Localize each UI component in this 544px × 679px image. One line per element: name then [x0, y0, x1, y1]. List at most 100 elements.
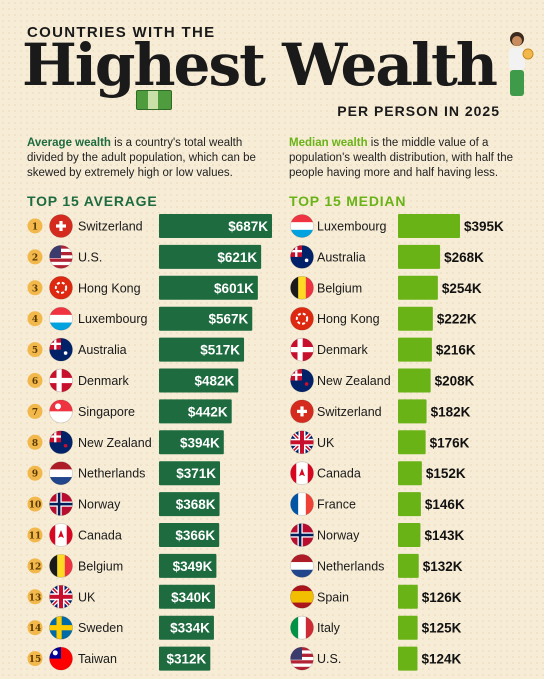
country-label: Sweden	[78, 621, 123, 635]
bar	[398, 244, 441, 269]
bar	[398, 523, 421, 547]
bar	[159, 615, 214, 640]
bar	[159, 337, 245, 362]
median-row-italy: Italy $125K	[290, 615, 462, 640]
rank-badge	[27, 311, 43, 327]
rank-badge	[27, 434, 43, 450]
rank-number: 11	[29, 532, 42, 542]
rank-badge	[27, 651, 43, 667]
country-label: UK	[317, 436, 335, 450]
average-term: Average wealth	[27, 137, 111, 149]
average-row-uk: 13 UK $340K	[27, 584, 215, 609]
luxembourg-flag-icon	[290, 214, 314, 238]
canada-flag-icon	[49, 523, 73, 547]
country-label: Norway	[317, 529, 360, 543]
rank-number: 14	[29, 624, 42, 634]
bar	[159, 399, 232, 424]
rank-badge	[27, 620, 43, 636]
country-label: Hong Kong	[317, 312, 380, 326]
rank-number: 4	[32, 315, 38, 325]
rank-badge	[27, 342, 43, 358]
value-label: $366K	[175, 528, 215, 543]
average-chart: 1 Switzerland $687K 2 U.S. $621K 3 Hong Kong $60…	[27, 214, 272, 671]
bar	[159, 306, 253, 331]
rank-number: 3	[32, 284, 38, 294]
bar	[159, 244, 262, 269]
median-section-title: TOP 15 MEDIAN	[289, 193, 407, 209]
median-row-luxembourg: Luxembourg $395K	[290, 214, 504, 238]
bar	[159, 461, 221, 486]
bar	[159, 214, 272, 238]
rank-number: 8	[32, 439, 38, 449]
switzerland-flag-icon	[290, 399, 314, 423]
value-label: $126K	[422, 590, 462, 605]
bar	[398, 615, 418, 640]
hong-kong-flag-icon	[290, 307, 314, 331]
country-label: New Zealand	[317, 374, 391, 388]
median-row-belgium: Belgium $254K	[290, 275, 482, 300]
bar	[398, 553, 419, 578]
value-label: $176K	[430, 435, 470, 450]
value-label: $621K	[217, 250, 257, 265]
value-label: $152K	[426, 466, 466, 481]
rank-badge	[27, 218, 43, 234]
singapore-flag-icon	[49, 399, 73, 423]
median-row-canada: Canada $152K	[290, 461, 466, 486]
average-row-new-zealand: 8 New Zealand $394K	[27, 430, 224, 455]
rank-badge	[27, 589, 43, 605]
netherlands-flag-icon	[49, 461, 73, 485]
bar	[159, 275, 258, 300]
average-row-netherlands: 9 Netherlands $371K	[27, 461, 221, 486]
median-text: is the middle value of a population's we…	[289, 137, 514, 179]
rank-number: 12	[29, 562, 42, 572]
uk-flag-icon	[290, 430, 314, 454]
page-title: Highest Wealth	[22, 31, 498, 99]
value-label: $394K	[180, 435, 220, 450]
bar	[398, 461, 422, 486]
bar	[159, 553, 217, 578]
bar	[159, 492, 220, 517]
country-label: Netherlands	[317, 559, 384, 573]
rank-badge	[27, 527, 43, 543]
country-label: Belgium	[78, 559, 123, 573]
switzerland-flag-icon	[49, 214, 73, 238]
bar	[159, 430, 224, 455]
country-label: Denmark	[78, 374, 129, 388]
bar	[398, 368, 431, 393]
new-zealand-flag-icon	[49, 430, 73, 454]
uk-flag-icon	[49, 585, 73, 609]
country-label: Luxembourg	[78, 312, 148, 326]
canada-flag-icon	[290, 461, 314, 485]
average-row-u-s: 2 U.S. $621K	[27, 244, 262, 269]
median-row-netherlands: Netherlands $132K	[290, 553, 463, 578]
country-label: New Zealand	[78, 436, 152, 450]
person-with-coin-icon	[509, 32, 534, 96]
country-label: Belgium	[317, 281, 362, 295]
italy-flag-icon	[290, 616, 314, 640]
norway-flag-icon	[290, 523, 314, 547]
value-label: $395K	[464, 219, 504, 234]
country-label: Netherlands	[78, 467, 145, 481]
bar	[398, 430, 426, 455]
value-label: $340K	[171, 590, 211, 605]
bar	[159, 368, 239, 393]
country-label: Hong Kong	[78, 281, 141, 295]
rank-badge	[27, 496, 43, 512]
country-label: Italy	[317, 621, 341, 635]
median-row-denmark: Denmark $216K	[290, 337, 476, 362]
median-row-norway: Norway $143K	[290, 523, 464, 547]
value-label: $254K	[442, 281, 482, 296]
bar	[159, 584, 215, 609]
country-label: Luxembourg	[317, 220, 387, 234]
average-row-sweden: 14 Sweden $334K	[27, 615, 214, 640]
average-row-singapore: 7 Singapore $442K	[27, 399, 232, 424]
bar	[398, 306, 433, 331]
taiwan-flag-icon	[49, 647, 73, 671]
value-label: $687K	[228, 219, 268, 234]
luxembourg-flag-icon	[49, 307, 73, 331]
u-s-flag-icon	[290, 647, 314, 671]
netherlands-flag-icon	[290, 554, 314, 578]
average-description: Average wealth is a country's total weal…	[27, 136, 277, 181]
spain-flag-icon	[290, 585, 314, 609]
